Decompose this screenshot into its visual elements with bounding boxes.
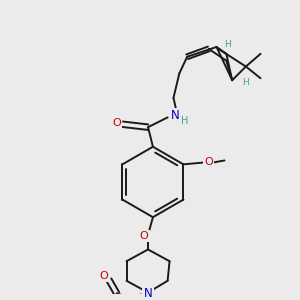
Text: O: O [100,271,108,281]
Text: O: O [205,158,213,167]
Text: H: H [224,40,231,49]
Text: N: N [170,109,179,122]
Text: H: H [242,78,249,87]
Text: O: O [112,118,121,128]
Text: H: H [181,116,189,126]
Text: N: N [144,287,152,300]
Text: O: O [140,231,148,241]
